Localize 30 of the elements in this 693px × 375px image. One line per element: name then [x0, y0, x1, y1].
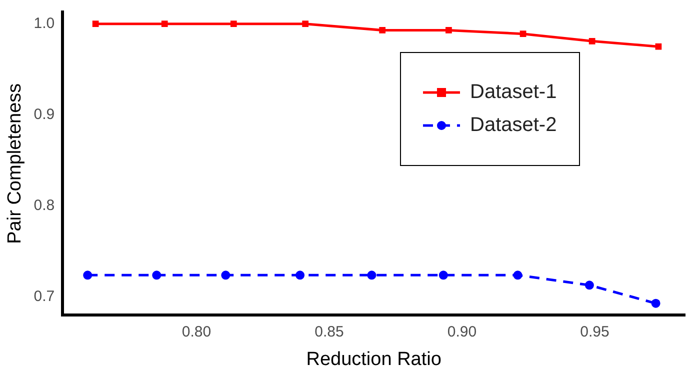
legend-label: Dataset-2 — [470, 114, 557, 137]
point — [584, 280, 594, 290]
point — [446, 27, 452, 34]
point — [655, 43, 662, 50]
point — [152, 270, 162, 280]
point — [221, 270, 230, 280]
legend-label: Dataset-1 — [470, 81, 557, 104]
x-tick-label: 0.85 — [314, 323, 344, 340]
x-tick-label: 0.80 — [182, 323, 212, 340]
point — [92, 20, 99, 28]
x-tick-label: 0.90 — [447, 323, 477, 340]
y-tick-label: 0.7 — [34, 288, 55, 306]
y-axis-title: Pair Completeness — [4, 83, 26, 244]
point — [520, 30, 526, 38]
x-axis-title: Reduction Ratio — [306, 348, 442, 370]
point — [296, 270, 305, 280]
point — [651, 298, 660, 308]
point — [230, 20, 237, 28]
point — [83, 270, 92, 280]
x-tick-label: 0.95 — [580, 323, 610, 340]
point — [379, 27, 386, 34]
y-tick-label: 0.9 — [34, 106, 55, 124]
y-tick-label: 1.0 — [34, 14, 55, 32]
point — [161, 20, 168, 28]
point — [367, 270, 376, 280]
point — [588, 38, 596, 44]
point — [438, 270, 448, 280]
point — [302, 20, 309, 28]
y-tick-label: 0.8 — [34, 197, 55, 214]
point — [513, 270, 522, 280]
